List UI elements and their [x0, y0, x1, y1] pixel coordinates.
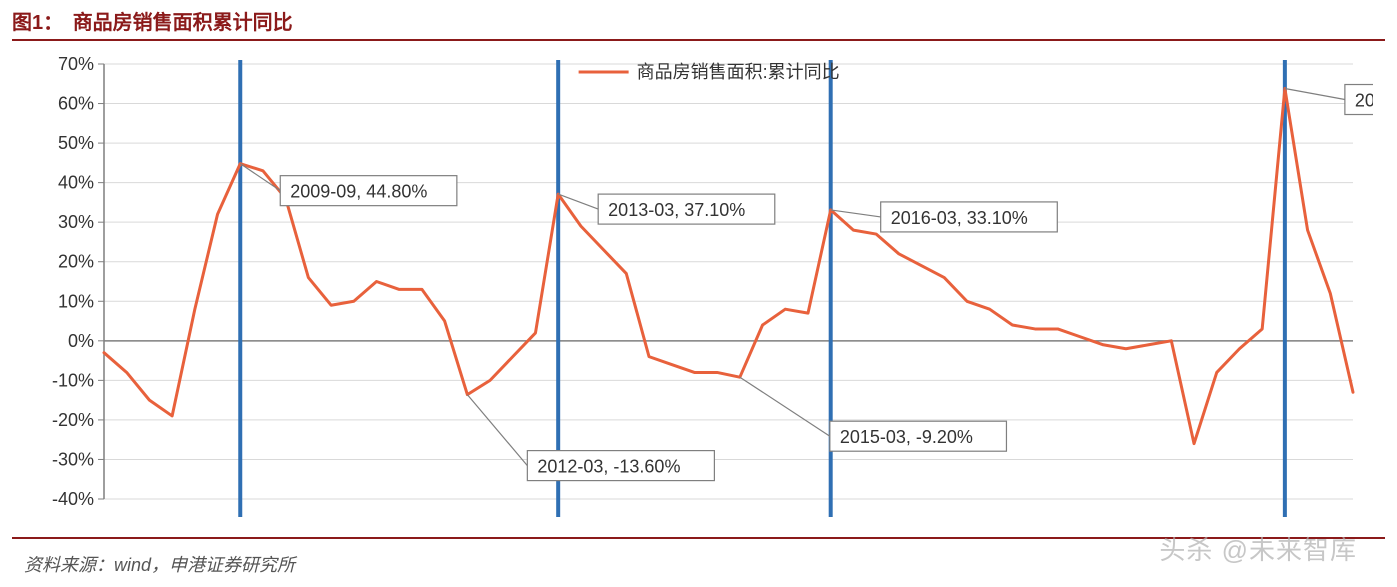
y-tick-label: 20% [58, 252, 94, 272]
callout-label: 2015-03, -9.20% [840, 427, 973, 447]
source-citation: 资料来源：wind，申港证券研究所 [24, 551, 295, 577]
y-tick-label: 10% [58, 291, 94, 311]
y-tick-label: 40% [58, 173, 94, 193]
watermark: 头杀 @未来智库 [1159, 530, 1357, 567]
title-rule [12, 39, 1385, 41]
callout-label: 2013-03, 37.10% [608, 200, 745, 220]
y-tick-label: -40% [52, 489, 94, 509]
y-tick-label: 50% [58, 133, 94, 153]
chart-area: -40% -30% -20% -10% 0% 10% 20% 30% 40% 50% 60% 70% 商… [24, 54, 1373, 519]
callout-label: 2012-03, -13.60% [537, 457, 680, 477]
y-tick-label: 60% [58, 94, 94, 114]
y-tick-label: 30% [58, 212, 94, 232]
y-tick-label: 0% [68, 331, 94, 351]
legend-label: 商品房销售面积:累计同比 [637, 62, 840, 82]
y-tick-label: 70% [58, 54, 94, 74]
y-tick-label: -10% [52, 370, 94, 390]
y-tick-label: -20% [52, 410, 94, 430]
callout-label: 2009-09, 44.80% [290, 182, 427, 202]
figure-title: 商品房销售面积累计同比 [69, 12, 293, 34]
callout-label: 2016-03, 33.10% [891, 208, 1028, 228]
figure-number: 图1： [12, 12, 63, 34]
y-tick-label: -30% [52, 449, 94, 469]
figure-title-bar: 图1： 商品房销售面积累计同比 [0, 0, 1397, 39]
callout-leader [740, 377, 830, 436]
bottom-rule [12, 537, 1385, 539]
line-chart: -40% -30% -20% -10% 0% 10% 20% 30% 40% 50% 60% 70% 商… [24, 54, 1373, 519]
callout-leader [467, 395, 527, 466]
callout-leader [1285, 89, 1345, 100]
figure-container: 图1： 商品房销售面积累计同比 -40% -30% -20% -10% 0% 10% 20%… [0, 0, 1397, 587]
data-series-line [104, 89, 1353, 444]
callout-leader [240, 164, 280, 191]
callout-label: 2021-03, 63.80% [1355, 91, 1373, 111]
